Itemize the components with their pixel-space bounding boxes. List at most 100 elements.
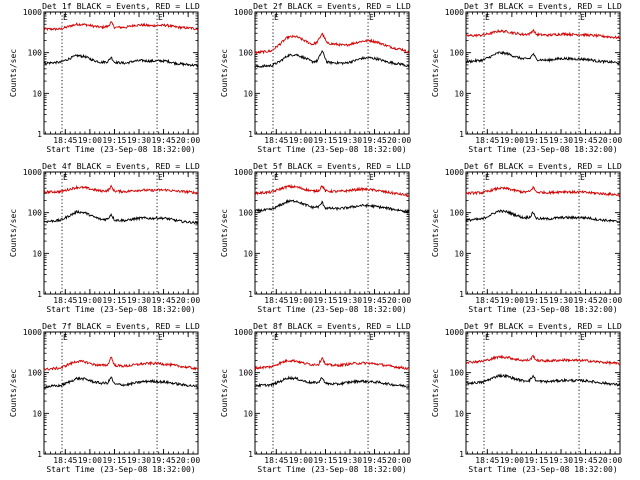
x-tick-label: 20:00: [176, 296, 200, 305]
x-tick-label: 19:30: [338, 136, 362, 145]
y-tick-label: 100: [239, 209, 254, 218]
y-tick-label: 1: [37, 130, 42, 139]
series-red-lld: [465, 185, 621, 198]
x-tick-label: 20:00: [598, 296, 622, 305]
y-tick-label: 1000: [445, 168, 464, 177]
y-tick-label: 100: [239, 49, 254, 58]
panel-det-8: Det 8f BLACK = Events, RED = LLD 1 10 100 10…: [220, 321, 411, 474]
panel-det-6: Det 6f BLACK = Events, RED = LLD 1 10 100 10…: [431, 161, 622, 314]
event-marker-label: E: [580, 173, 585, 182]
y-tick-label: 100: [28, 49, 43, 58]
x-tick-label: 19:45: [574, 456, 598, 465]
series-red-lld: [43, 20, 199, 32]
y-tick-label: 10: [32, 249, 42, 258]
y-tick-label: 1: [459, 290, 464, 299]
panel-title: Det 8f BLACK = Events, RED = LLD: [253, 321, 411, 331]
series-black-events: [43, 209, 199, 225]
y-axis-label: Counts/sec: [220, 209, 229, 257]
series-black-events: [254, 49, 410, 69]
x-tick-label: 19:15: [524, 296, 548, 305]
panel-det-2: Det 2f BLACK = Events, RED = LLD 1 10 100 10…: [220, 1, 411, 154]
y-axis-label: Counts/sec: [9, 209, 18, 257]
y-axis-label: Counts/sec: [431, 209, 440, 257]
y-tick-label: 1: [459, 130, 464, 139]
series-black-events: [465, 209, 621, 224]
x-axis-label: Start Time (23-Sep-08 18:32:00): [46, 465, 195, 474]
x-tick-label: 19:00: [500, 456, 524, 465]
y-tick-label: 100: [450, 369, 465, 378]
y-tick-label: 1000: [445, 8, 464, 17]
plot-frame: [43, 11, 199, 135]
y-tick-label: 1: [459, 450, 464, 459]
event-marker-label: E: [158, 333, 163, 342]
event-marker-label: E: [485, 13, 490, 22]
x-tick-label: 20:00: [387, 456, 411, 465]
panel-title: Det 6f BLACK = Events, RED = LLD: [464, 161, 622, 171]
panel-title: Det 3f BLACK = Events, RED = LLD: [464, 1, 622, 11]
event-marker-label: E: [274, 173, 279, 182]
x-axis-label: Start Time (23-Sep-08 18:32:00): [46, 305, 195, 314]
x-axis-label: Start Time (23-Sep-08 18:32:00): [468, 465, 617, 474]
x-tick-label: 19:00: [78, 296, 102, 305]
x-tick-label: 18:45: [264, 296, 288, 305]
event-marker-label: E: [63, 333, 68, 342]
y-tick-label: 1000: [445, 328, 464, 337]
x-tick-label: 19:30: [549, 456, 573, 465]
x-tick-label: 19:15: [313, 296, 337, 305]
x-tick-label: 18:45: [53, 456, 77, 465]
event-marker-label: E: [63, 13, 68, 22]
x-tick-label: 20:00: [176, 456, 200, 465]
x-tick-label: 20:00: [598, 456, 622, 465]
x-tick-label: 19:30: [338, 456, 362, 465]
x-tick-label: 20:00: [598, 136, 622, 145]
series-black-events: [465, 50, 620, 65]
plot-frame: [43, 331, 199, 455]
plot-frame: [254, 331, 410, 455]
y-tick-label: 100: [450, 49, 465, 58]
x-tick-label: 19:30: [127, 456, 151, 465]
panel-det-5: Det 5f BLACK = Events, RED = LLD 1 10 100 10…: [220, 161, 411, 314]
panel-title: Det 9f BLACK = Events, RED = LLD: [464, 321, 622, 331]
event-marker-label: E: [369, 173, 374, 182]
x-tick-label: 18:45: [475, 136, 499, 145]
x-axis-label: Start Time (23-Sep-08 18:32:00): [468, 305, 617, 314]
x-tick-label: 19:15: [102, 136, 126, 145]
x-tick-label: 18:45: [264, 136, 288, 145]
series-red-lld: [43, 184, 198, 196]
series-red-lld: [254, 183, 409, 198]
x-tick-label: 19:45: [363, 136, 387, 145]
event-marker-label: E: [274, 13, 279, 22]
event-marker-label: E: [63, 173, 68, 182]
x-tick-label: 19:45: [363, 296, 387, 305]
panel-title: Det 7f BLACK = Events, RED = LLD: [42, 321, 200, 331]
y-axis-label: Counts/sec: [431, 49, 440, 97]
y-tick-label: 1: [248, 290, 253, 299]
y-tick-label: 1: [37, 450, 42, 459]
x-tick-label: 20:00: [387, 136, 411, 145]
panel-det-1: Det 1f BLACK = Events, RED = LLD 1 10 100 10…: [9, 1, 200, 154]
x-tick-label: 19:30: [549, 296, 573, 305]
plot-frame: [465, 171, 621, 295]
plot-frame: [43, 171, 199, 295]
plot-frame: [254, 171, 410, 295]
event-marker-label: E: [485, 333, 490, 342]
series-red-lld: [465, 28, 621, 40]
y-tick-label: 10: [243, 89, 253, 98]
y-tick-label: 10: [32, 409, 42, 418]
event-marker-label: E: [274, 333, 279, 342]
x-tick-label: 19:15: [313, 136, 337, 145]
x-tick-label: 18:45: [53, 296, 77, 305]
x-tick-label: 19:15: [102, 296, 126, 305]
y-tick-label: 1: [248, 450, 253, 459]
x-tick-label: 18:45: [475, 296, 499, 305]
y-axis-label: Counts/sec: [220, 49, 229, 97]
x-tick-label: 19:45: [363, 456, 387, 465]
x-tick-label: 19:00: [78, 456, 102, 465]
x-axis-label: Start Time (23-Sep-08 18:32:00): [257, 305, 406, 314]
x-tick-label: 20:00: [387, 296, 411, 305]
y-tick-label: 1000: [23, 8, 42, 17]
series-red-lld: [465, 354, 620, 366]
y-axis-label: Counts/sec: [220, 369, 229, 417]
x-tick-label: 19:15: [102, 456, 126, 465]
x-tick-label: 19:30: [338, 296, 362, 305]
